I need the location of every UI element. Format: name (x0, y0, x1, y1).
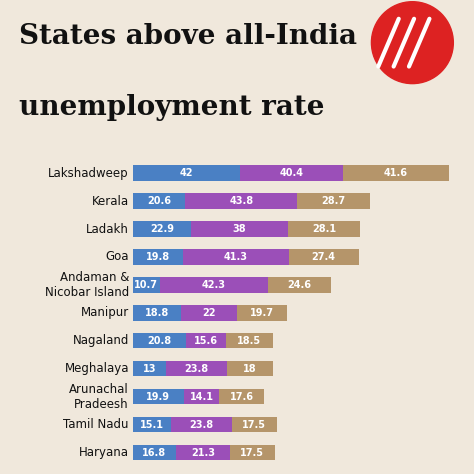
Bar (186, 333, 226, 348)
Text: 15.1: 15.1 (140, 419, 164, 429)
Text: 19.9: 19.9 (146, 392, 170, 401)
Text: 18.8: 18.8 (145, 308, 169, 318)
Bar (171, 417, 232, 432)
Text: 15.6: 15.6 (194, 336, 218, 346)
Text: 18: 18 (243, 364, 256, 374)
Text: 13: 13 (143, 364, 156, 374)
Bar (133, 193, 185, 209)
Text: 17.6: 17.6 (230, 392, 254, 401)
Text: 17.5: 17.5 (240, 447, 264, 457)
Bar (297, 193, 370, 209)
Bar (183, 249, 289, 264)
Bar (230, 445, 274, 460)
Bar (133, 249, 183, 264)
Text: 42.3: 42.3 (202, 280, 226, 290)
Circle shape (372, 2, 453, 83)
Text: Nagaland: Nagaland (73, 334, 129, 347)
Bar (160, 277, 268, 292)
Bar (133, 361, 166, 376)
Text: 21.3: 21.3 (191, 447, 215, 457)
Bar (133, 305, 181, 320)
Bar (133, 333, 186, 348)
Text: Haryana: Haryana (79, 446, 129, 459)
Text: 41.6: 41.6 (384, 168, 408, 178)
Text: Lakshadweep: Lakshadweep (48, 167, 129, 180)
Bar (133, 165, 240, 181)
Bar (133, 389, 183, 404)
Bar (133, 221, 191, 237)
Bar (183, 389, 219, 404)
Bar (232, 417, 277, 432)
Bar (237, 305, 287, 320)
Text: 16.8: 16.8 (142, 447, 166, 457)
Text: 43.8: 43.8 (229, 196, 253, 206)
Text: Andaman &
Nicobar Island: Andaman & Nicobar Island (45, 271, 129, 299)
Text: 17.5: 17.5 (242, 419, 266, 429)
Bar (191, 221, 288, 237)
Text: Manipur: Manipur (81, 306, 129, 319)
Text: Arunachal
Pradeesh: Arunachal Pradeesh (69, 383, 129, 410)
Bar (133, 417, 171, 432)
Text: 27.4: 27.4 (311, 252, 336, 262)
Bar (268, 277, 331, 292)
Text: 20.6: 20.6 (147, 196, 171, 206)
Text: 41.3: 41.3 (224, 252, 248, 262)
Text: Tamil Nadu: Tamil Nadu (64, 418, 129, 431)
Bar (343, 165, 449, 181)
Bar (226, 333, 273, 348)
Bar (133, 445, 175, 460)
Bar (175, 445, 230, 460)
Text: 40.4: 40.4 (280, 168, 303, 178)
Text: Goa: Goa (105, 250, 129, 264)
Text: 22.9: 22.9 (150, 224, 174, 234)
Text: States above all-India: States above all-India (19, 23, 357, 50)
Text: 23.8: 23.8 (190, 419, 214, 429)
Bar (227, 361, 273, 376)
Text: 28.1: 28.1 (312, 224, 336, 234)
Text: 20.8: 20.8 (147, 336, 171, 346)
Text: 19.8: 19.8 (146, 252, 170, 262)
Text: 14.1: 14.1 (190, 392, 213, 401)
Text: 19.7: 19.7 (250, 308, 274, 318)
Text: 10.7: 10.7 (134, 280, 158, 290)
Text: 42: 42 (180, 168, 193, 178)
Text: 38: 38 (233, 224, 246, 234)
Text: Meghalaya: Meghalaya (64, 362, 129, 375)
Bar (240, 165, 343, 181)
Bar (133, 277, 160, 292)
Bar (166, 361, 227, 376)
Bar (289, 249, 359, 264)
Bar (181, 305, 237, 320)
Bar (185, 193, 297, 209)
Text: unemployment rate: unemployment rate (19, 94, 325, 121)
Bar (219, 389, 264, 404)
Text: 28.7: 28.7 (322, 196, 346, 206)
Text: 18.5: 18.5 (237, 336, 261, 346)
Text: Kerala: Kerala (92, 195, 129, 208)
Text: 22: 22 (202, 308, 216, 318)
Text: Ladakh: Ladakh (86, 223, 129, 236)
Bar (288, 221, 360, 237)
Text: 23.8: 23.8 (184, 364, 209, 374)
Text: 24.6: 24.6 (287, 280, 311, 290)
